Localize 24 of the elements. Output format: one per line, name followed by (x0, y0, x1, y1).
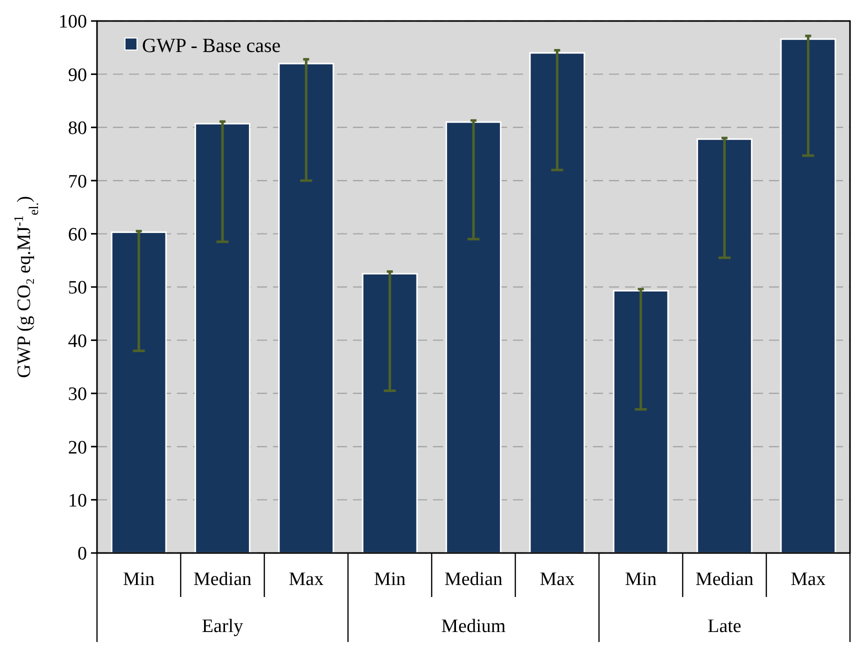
y-tick-label: 100 (58, 12, 87, 33)
x-tick-label: Min (122, 569, 156, 590)
text: Medium (441, 616, 506, 637)
x-tick-label: Median (444, 569, 504, 590)
text: Late (708, 616, 742, 637)
x-tick-label: Max (288, 569, 324, 590)
y-tick-label: 60 (68, 224, 87, 246)
y-tick-label: 80 (68, 118, 87, 140)
y-tick-label: 20 (68, 437, 87, 458)
legend-label: GWP - Base case (142, 35, 281, 57)
x-tick-label: Median (193, 569, 252, 590)
x-tick-label: Max (540, 569, 576, 590)
y-tick-label: 50 (68, 278, 87, 299)
y-tick-label: 30 (68, 384, 87, 406)
x-tick-label: Median (695, 569, 754, 590)
text: Early (202, 616, 244, 637)
y-tick-label: 70 (68, 171, 87, 192)
y-tick-label: 90 (68, 64, 87, 86)
y-tick-label: 10 (68, 490, 87, 512)
x-tick-label: Max (790, 569, 826, 590)
x-tick-label: Min (624, 569, 658, 590)
x-tick-label: Min (374, 569, 406, 590)
y-tick-label: 0 (78, 544, 87, 565)
y-tick-label: 40 (68, 330, 87, 352)
